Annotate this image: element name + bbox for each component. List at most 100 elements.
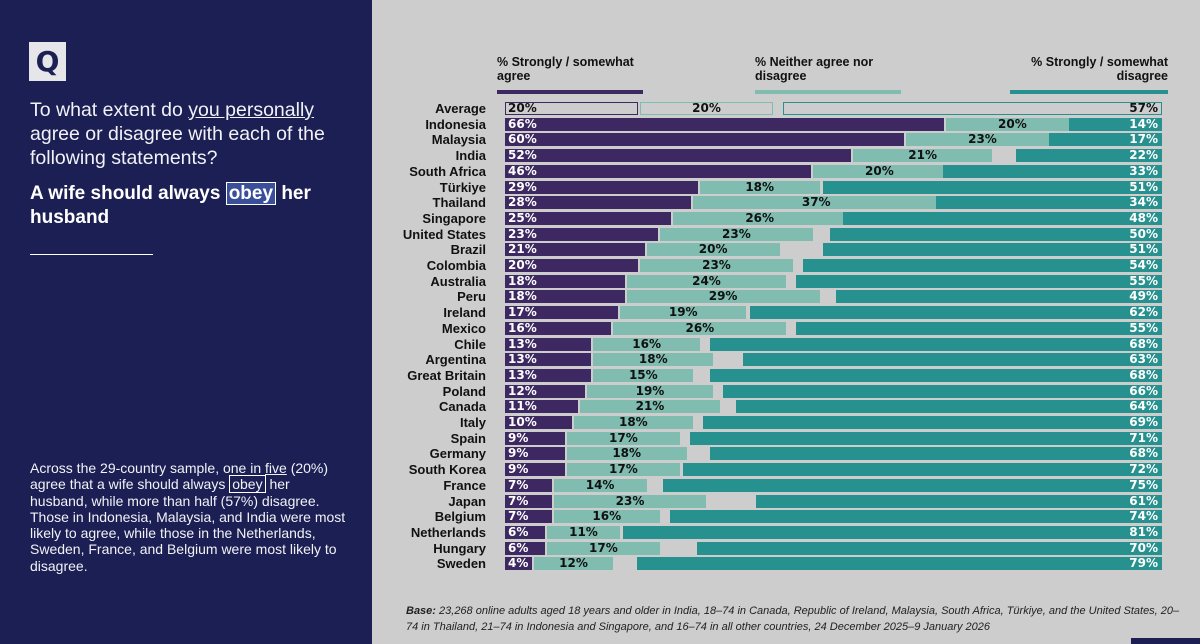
- bar-disagree-australia: [796, 274, 1162, 288]
- bar-agree-ireland: [505, 306, 619, 320]
- value-neither-south-korea: 17%: [609, 462, 638, 477]
- bar-agree-poland: [505, 384, 585, 398]
- value-disagree-sweden: 79%: [1129, 556, 1158, 571]
- country-label-sweden: Sweden: [436, 556, 486, 572]
- bar-disagree-t-rkiye: [822, 180, 1162, 194]
- bar-neither-indonesia: [945, 117, 1079, 131]
- question-panel: Q To what extent do you personally agree…: [0, 0, 372, 644]
- bar-agree-canada: [505, 400, 579, 414]
- bar-neither-netherlands: [546, 525, 621, 539]
- country-label-malaysia: Malaysia: [431, 132, 486, 148]
- country-label-india: India: [455, 148, 486, 164]
- bar-agree-netherlands: [505, 525, 545, 539]
- bar-disagree-ireland: [749, 306, 1162, 320]
- value-disagree-malaysia: 17%: [1129, 132, 1158, 147]
- bar-disagree-great-britain: [709, 368, 1162, 382]
- value-disagree-great-britain: 68%: [1129, 367, 1158, 382]
- bar-neither-france: [553, 478, 647, 492]
- bar-neither-united-states: [659, 227, 813, 241]
- bar-neither-colombia: [640, 259, 793, 272]
- bar-disagree-colombia: [802, 259, 1162, 272]
- country-label-great-britain: Great Britain: [407, 367, 486, 383]
- value-agree-india: 52%: [508, 148, 537, 163]
- value-disagree-belgium: 74%: [1129, 509, 1158, 524]
- value-agree-indonesia: 66%: [508, 116, 537, 131]
- bar-agree-thailand: [505, 196, 692, 210]
- bar-neither-belgium: [553, 510, 660, 524]
- value-agree-spain: 9%: [508, 430, 529, 445]
- value-disagree-canada: 64%: [1129, 399, 1158, 414]
- value-disagree-netherlands: 81%: [1129, 524, 1158, 539]
- legend-neither-swatch: [755, 90, 901, 94]
- value-neither-italy: 18%: [618, 415, 648, 429]
- value-neither-argentina: 18%: [638, 352, 668, 367]
- value-agree-great-britain: 13%: [508, 367, 537, 382]
- value-disagree-united-states: 50%: [1129, 226, 1158, 241]
- value-neither-south-africa: 20%: [865, 163, 894, 178]
- bar-neither-hungary: [546, 541, 660, 555]
- country-label-chile: Chile: [454, 336, 486, 352]
- value-neither-france: 14%: [585, 477, 615, 492]
- bar-disagree-canada: [736, 400, 1162, 414]
- value-neither-ireland: 19%: [668, 305, 698, 320]
- value-agree-singapore: 25%: [508, 210, 537, 225]
- bar-neither-average: [640, 102, 773, 115]
- bar-agree-mexico: [505, 321, 612, 335]
- bar-agree-argentina: [505, 353, 592, 367]
- bar-neither-great-britain: [593, 368, 694, 382]
- bar-neither-chile: [593, 337, 700, 351]
- bar-agree-singapore: [505, 211, 672, 225]
- country-label-colombia: Colombia: [426, 258, 486, 273]
- statement-title: A wife should always obey her husband: [30, 182, 360, 230]
- value-neither-canada: 21%: [635, 399, 665, 414]
- value-agree-belgium: 7%: [508, 509, 529, 524]
- bar-disagree-singapore: [842, 211, 1162, 225]
- bar-disagree-brazil: [822, 243, 1162, 257]
- divider: [30, 254, 153, 255]
- value-agree-brazil: 21%: [508, 242, 537, 257]
- bar-neither-australia: [626, 274, 787, 288]
- value-agree-argentina: 13%: [508, 352, 537, 367]
- value-disagree-mexico: 55%: [1129, 320, 1158, 335]
- value-agree-netherlands: 6%: [508, 524, 529, 539]
- bar-disagree-indonesia: [1068, 117, 1162, 131]
- value-neither-malaysia: 23%: [968, 132, 997, 147]
- value-neither-sweden: 12%: [559, 556, 588, 571]
- value-neither-spain: 17%: [609, 430, 638, 445]
- question-text: To what extent do you personally agree o…: [30, 98, 360, 170]
- bar-neither-singapore: [673, 211, 847, 225]
- value-agree-france: 7%: [508, 477, 529, 492]
- value-agree-italy: 10%: [508, 415, 537, 429]
- country-label-thailand: Thailand: [432, 195, 486, 211]
- value-agree-average: 20%: [508, 101, 537, 115]
- question-badge: Q: [29, 42, 66, 81]
- country-label-singapore: Singapore: [422, 210, 486, 226]
- country-label-netherlands: Netherlands: [410, 524, 486, 540]
- bar-disagree-south-africa: [942, 164, 1162, 178]
- bar-neither-t-rkiye: [699, 180, 820, 194]
- value-agree-colombia: 20%: [508, 258, 537, 272]
- country-label-average: Average: [435, 101, 486, 116]
- legend-agree-swatch: [497, 90, 643, 94]
- legend-neither: % Neither agree nor disagree: [755, 55, 874, 83]
- bar-agree-india: [505, 149, 851, 163]
- value-disagree-italy: 69%: [1129, 415, 1158, 429]
- country-label-poland: Poland: [442, 383, 486, 399]
- value-disagree-poland: 66%: [1129, 383, 1158, 398]
- value-agree-malaysia: 60%: [508, 132, 537, 147]
- value-neither-average: 20%: [692, 101, 721, 115]
- value-disagree-chile: 68%: [1129, 336, 1158, 351]
- country-label-brazil: Brazil: [450, 242, 486, 258]
- value-disagree-thailand: 34%: [1129, 195, 1158, 210]
- value-agree-south-korea: 9%: [508, 462, 529, 477]
- bar-disagree-south-korea: [683, 463, 1162, 477]
- country-label-canada: Canada: [439, 399, 486, 415]
- summary-text: Across the 29-country sample, one in fiv…: [30, 460, 350, 574]
- value-disagree-argentina: 63%: [1129, 352, 1158, 367]
- bar-neither-brazil: [646, 243, 780, 257]
- value-neither-great-britain: 15%: [628, 367, 658, 382]
- bar-disagree-italy: [703, 416, 1162, 429]
- bar-agree-indonesia: [505, 117, 944, 131]
- summary-emphasis: five: [265, 460, 287, 476]
- country-label-spain: Spain: [450, 430, 486, 446]
